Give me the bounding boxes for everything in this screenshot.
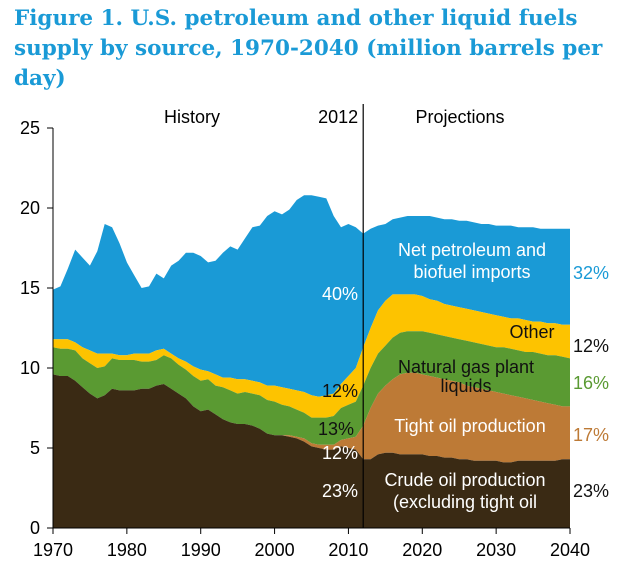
projections-label: Projections	[415, 107, 504, 127]
ngl-pct-2040: 16%	[573, 373, 609, 393]
crude-oil-series-label: (excluding tight oil	[393, 492, 537, 512]
x-tick-label: 1980	[107, 540, 147, 560]
ngl-series-label: Natural gas plant	[398, 357, 534, 377]
history-label: History	[164, 107, 220, 127]
y-tick-label: 10	[20, 358, 40, 378]
crude-oil-area	[53, 374, 570, 528]
other-series-label: Other	[509, 322, 554, 342]
ngl-area	[53, 331, 570, 445]
imports-series-label: Net petroleum and	[398, 240, 546, 260]
other-pct-2040: 12%	[573, 336, 609, 356]
ngl-pct-2012: 13%	[318, 419, 354, 439]
tight-oil-area	[53, 372, 570, 463]
ngl-series-label: liquids	[440, 376, 491, 396]
axes: 0 5 10 15 20 25 1970 1980 1990 2000 2010 2020 2030 20…	[20, 104, 590, 560]
tight-oil-pct-2040: 17%	[573, 425, 609, 445]
tight-oil-pct-2012: 12%	[322, 443, 358, 463]
imports-pct-2040: 32%	[573, 263, 609, 283]
chart-title: Figure 1. U.S. petroleum and other liqui…	[14, 6, 603, 91]
x-tick-label: 1970	[33, 540, 73, 560]
imports-area	[53, 195, 570, 397]
y-tick-label: 5	[30, 438, 40, 458]
crude-oil-pct-2012: 23%	[322, 481, 358, 501]
x-tick-label: 2040	[550, 540, 590, 560]
x-tick-label: 1990	[181, 540, 221, 560]
x-tick-label: 2000	[255, 540, 295, 560]
divider-year-label: 2012	[318, 107, 358, 127]
area-layers	[53, 195, 570, 528]
y-tick-label: 20	[20, 198, 40, 218]
tight-oil-series-label: Tight oil production	[394, 416, 545, 436]
y-tick-label: 15	[20, 278, 40, 298]
x-tick-label: 2010	[328, 540, 368, 560]
x-tick-label: 2030	[476, 540, 516, 560]
imports-pct-2012: 40%	[322, 284, 358, 304]
crude-oil-series-label: Crude oil production	[384, 470, 545, 490]
other-area	[53, 294, 570, 418]
imports-series-label: biofuel imports	[413, 262, 530, 282]
x-tick-label: 2020	[402, 540, 442, 560]
y-tick-label: 0	[30, 518, 40, 538]
y-tick-label: 25	[20, 118, 40, 138]
crude-oil-pct-2040: 23%	[573, 481, 609, 501]
other-pct-2012: 12%	[322, 381, 358, 401]
